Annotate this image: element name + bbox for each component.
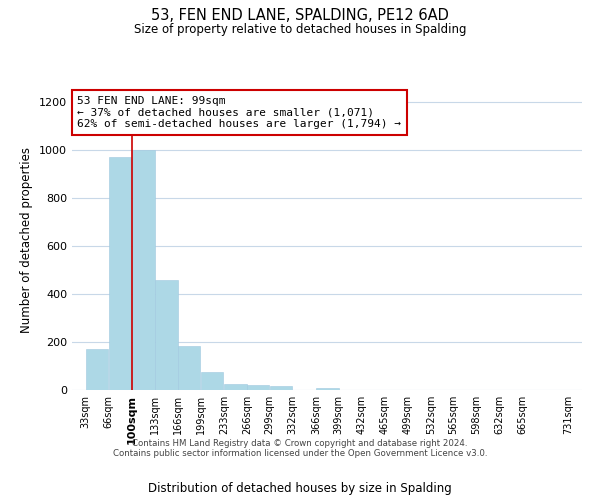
Text: Distribution of detached houses by size in Spalding: Distribution of detached houses by size … [148, 482, 452, 495]
Bar [132, 150, 155, 390]
Text: 53 FEN END LANE: 99sqm
← 37% of detached houses are smaller (1,071)
62% of semi-: 53 FEN END LANE: 99sqm ← 37% of detached… [77, 96, 401, 129]
Text: Contains public sector information licensed under the Open Government Licence v3: Contains public sector information licen… [113, 448, 487, 458]
Bar [224, 384, 247, 390]
Bar [200, 372, 223, 390]
Bar [155, 280, 178, 390]
Text: Contains HM Land Registry data © Crown copyright and database right 2024.: Contains HM Land Registry data © Crown c… [132, 438, 468, 448]
Text: Size of property relative to detached houses in Spalding: Size of property relative to detached ho… [134, 22, 466, 36]
Text: 53, FEN END LANE, SPALDING, PE12 6AD: 53, FEN END LANE, SPALDING, PE12 6AD [151, 8, 449, 22]
Bar [178, 346, 200, 390]
Bar [270, 386, 292, 390]
Bar [86, 349, 109, 390]
Y-axis label: Number of detached properties: Number of detached properties [20, 147, 34, 333]
Bar [109, 157, 131, 390]
Bar [316, 388, 338, 390]
Bar [247, 385, 269, 390]
